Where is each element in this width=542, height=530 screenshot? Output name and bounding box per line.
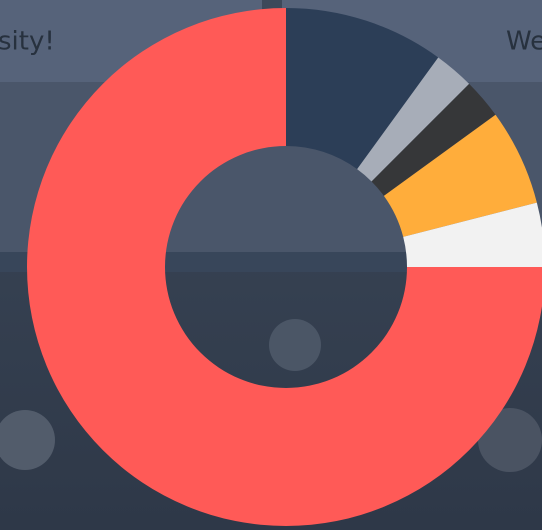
screen: sity! We (0, 0, 542, 530)
background-text: We (506, 27, 542, 57)
photo-face (269, 319, 321, 371)
background-text: sity! (0, 27, 55, 57)
page: sity! We (() => { const data = JSON.pars… (0, 0, 542, 530)
